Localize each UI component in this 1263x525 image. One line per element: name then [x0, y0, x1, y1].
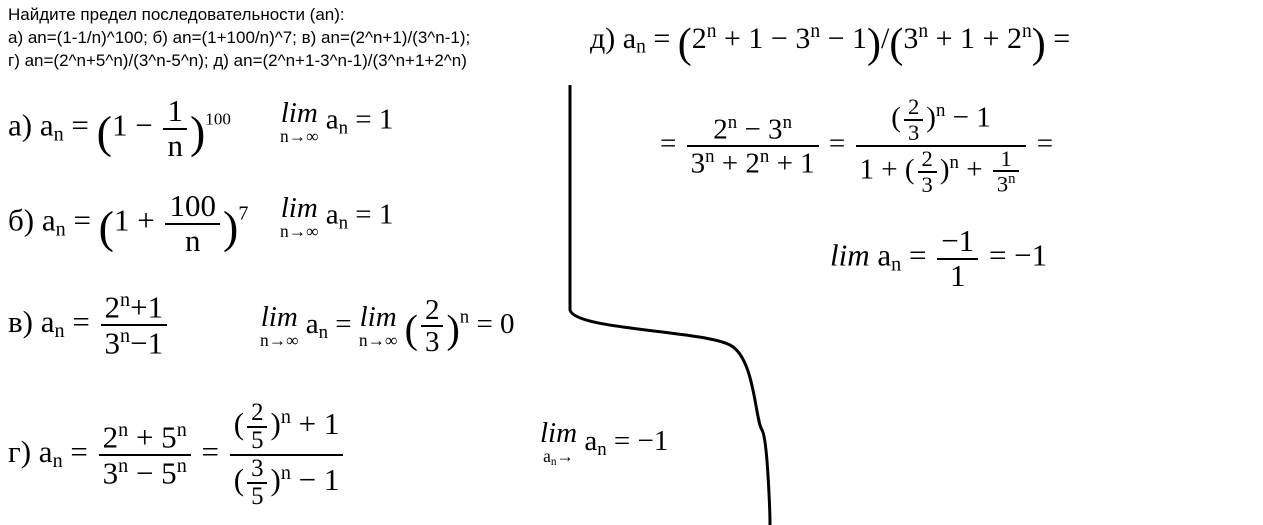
solution-b-expr: б) an = (1 + 100n)7 [8, 190, 248, 257]
solution-g-expr: г) an = 2n + 5n3n − 5n = (25)n + 1 (35)n… [8, 400, 346, 510]
problem-parts: а) an=(1-1/n)^100; б) an=(1+100/n)^7; в)… [8, 28, 470, 70]
solution-a-expr: a) an = (1 − 1n)100 [8, 95, 231, 162]
solution-d-line2: = 2n − 3n3n + 2n + 1 = (23)n − 1 1 + (23… [660, 95, 1053, 197]
solution-d-line1: д) an = (2n + 1 − 3n − 1)/(3n + 1 + 2n) … [590, 20, 1070, 68]
solution-v-limit: limn→∞ an = limn→∞ (23)n = 0 [260, 295, 515, 358]
problem-title: Найдите предел последовательности (an): [8, 5, 345, 24]
problem-statement: Найдите предел последовательности (an): … [8, 4, 568, 73]
solution-b-limit: limn→∞ an = 1 [280, 195, 393, 239]
solution-a-limit: limn→∞ an = 1 [280, 100, 393, 144]
solution-g-limit: liman→ an = −1 [540, 420, 668, 467]
solution-v-expr: в) an = 2n+13n−1 [8, 290, 170, 360]
solution-d-limit: lim an = −11 = −1 [830, 225, 1047, 292]
